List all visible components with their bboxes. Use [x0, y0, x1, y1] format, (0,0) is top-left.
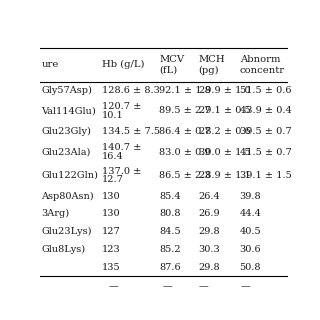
Text: 12.7: 12.7: [102, 175, 124, 184]
Text: 10.1: 10.1: [102, 111, 124, 120]
Text: 26.9: 26.9: [199, 209, 220, 218]
Text: MCV
(fL): MCV (fL): [159, 55, 184, 75]
Text: Glu23Ala): Glu23Ala): [41, 148, 91, 156]
Text: 43.9 ± 0.4: 43.9 ± 0.4: [240, 107, 292, 116]
Text: Glu122Gln): Glu122Gln): [41, 171, 98, 180]
Text: 86.4 ± 0.7: 86.4 ± 0.7: [159, 127, 211, 136]
Text: Glu23Gly): Glu23Gly): [41, 127, 91, 136]
Text: 3Arg): 3Arg): [41, 209, 69, 218]
Text: 85.4: 85.4: [159, 192, 181, 201]
Text: 87.6: 87.6: [159, 262, 181, 272]
Text: —: —: [108, 283, 118, 292]
Text: 128.6 ± 8.3: 128.6 ± 8.3: [102, 86, 160, 95]
Text: —: —: [241, 283, 251, 292]
Text: 83.0 ± 0.9: 83.0 ± 0.9: [159, 148, 211, 156]
Text: 134.5 ± 7.5: 134.5 ± 7.5: [102, 127, 160, 136]
Text: 92.1 ± 1.8: 92.1 ± 1.8: [159, 86, 211, 95]
Text: 28.2 ± 0.6: 28.2 ± 0.6: [199, 127, 250, 136]
Text: 29.9 ± 1.0: 29.9 ± 1.0: [199, 86, 250, 95]
Text: Asp80Asn): Asp80Asn): [41, 192, 94, 201]
Text: 86.5 ± 2.3: 86.5 ± 2.3: [159, 171, 211, 180]
Text: Glu23Lys): Glu23Lys): [41, 227, 92, 236]
Text: 29.1 ± 0.5: 29.1 ± 0.5: [199, 107, 250, 116]
Text: 50.8: 50.8: [240, 262, 261, 272]
Text: 29.8: 29.8: [199, 227, 220, 236]
Text: Glu8Lys): Glu8Lys): [41, 245, 85, 254]
Text: Val114Glu): Val114Glu): [41, 107, 96, 116]
Text: 30.3: 30.3: [199, 245, 220, 254]
Text: 123: 123: [102, 245, 121, 254]
Text: Abnorm
concentr: Abnorm concentr: [240, 55, 285, 75]
Text: 135: 135: [102, 262, 121, 272]
Text: 80.8: 80.8: [159, 209, 180, 218]
Text: 89.5 ± 2.7: 89.5 ± 2.7: [159, 107, 211, 116]
Text: 44.4: 44.4: [240, 209, 261, 218]
Text: 40.5: 40.5: [240, 227, 261, 236]
Text: 127: 127: [102, 227, 121, 236]
Text: 30.6: 30.6: [240, 245, 261, 254]
Text: MCH
(pg): MCH (pg): [199, 55, 225, 75]
Text: 85.2: 85.2: [159, 245, 181, 254]
Text: 16.4: 16.4: [102, 152, 124, 161]
Text: 39.1 ± 1.5: 39.1 ± 1.5: [240, 171, 292, 180]
Text: 84.5: 84.5: [159, 227, 181, 236]
Text: 137.0 ±: 137.0 ±: [102, 167, 141, 176]
Text: 39.5 ± 0.7: 39.5 ± 0.7: [240, 127, 291, 136]
Text: Hb (g/L): Hb (g/L): [102, 60, 145, 69]
Text: —: —: [163, 283, 172, 292]
Text: 130: 130: [102, 209, 121, 218]
Text: 120.7 ±: 120.7 ±: [102, 102, 141, 111]
Text: Gly57Asp): Gly57Asp): [41, 86, 92, 95]
Text: ure: ure: [41, 60, 59, 69]
Text: 39.8: 39.8: [240, 192, 261, 201]
Text: 41.5 ± 0.7: 41.5 ± 0.7: [240, 148, 292, 156]
Text: 28.9 ± 1.1: 28.9 ± 1.1: [199, 171, 251, 180]
Text: 29.8: 29.8: [199, 262, 220, 272]
Text: 30.0 ± 1.5: 30.0 ± 1.5: [199, 148, 250, 156]
Text: 130: 130: [102, 192, 121, 201]
Text: —: —: [199, 283, 209, 292]
Text: 51.5 ± 0.6: 51.5 ± 0.6: [240, 86, 291, 95]
Text: 26.4: 26.4: [199, 192, 220, 201]
Text: 140.7 ±: 140.7 ±: [102, 143, 141, 152]
